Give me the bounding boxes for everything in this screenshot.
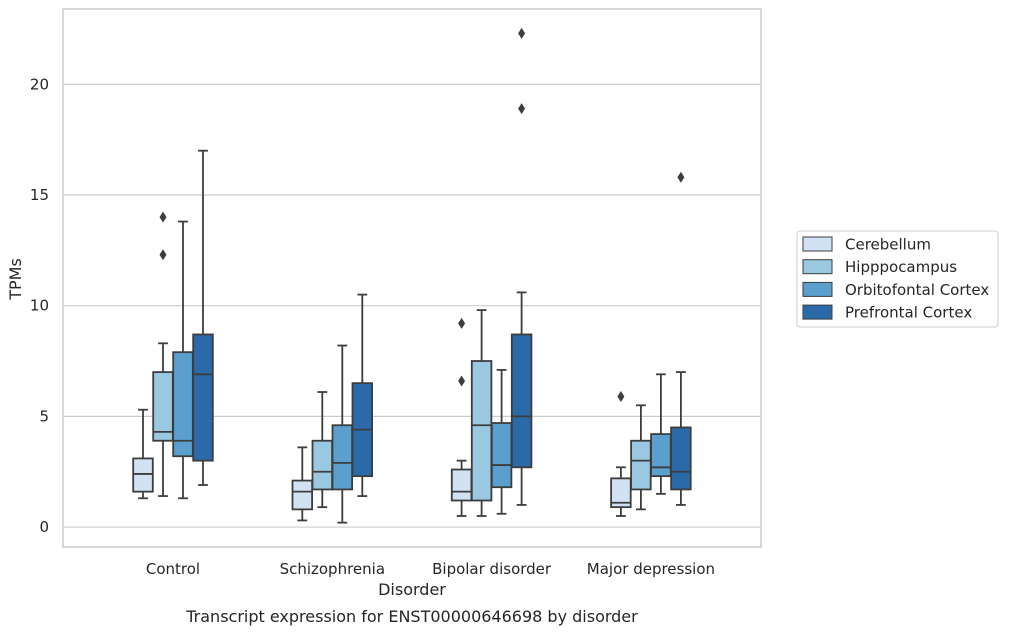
box-iqr (510, 333, 533, 469)
box-iqr (311, 439, 334, 491)
box-group (132, 408, 154, 500)
legend-label: Hipppocampus (845, 258, 957, 276)
y-tick-label: 20 (30, 75, 49, 93)
box-group (630, 404, 652, 511)
box-group (610, 390, 632, 517)
box-iqr (490, 422, 513, 489)
box-iqr (670, 426, 692, 491)
outlier-point (677, 171, 685, 183)
x-axis-label: Disorder (378, 580, 446, 599)
box-group (650, 373, 672, 495)
outlier-point (617, 390, 625, 402)
box-iqr (152, 371, 174, 442)
legend-swatch (802, 304, 833, 320)
y-tick-labels: 0 5 10 15 20 (30, 75, 49, 536)
legend-swatch (802, 259, 833, 275)
legend-swatch (802, 281, 833, 297)
boxes (132, 27, 692, 524)
box-group (351, 293, 374, 497)
box-iqr (132, 457, 154, 493)
box-group (311, 391, 334, 509)
x-tick-label: Control (146, 560, 200, 578)
box-group (470, 309, 493, 517)
box-iqr (630, 439, 652, 491)
legend-label: Prefrontal Cortex (845, 304, 972, 322)
y-tick-label: 15 (30, 186, 49, 204)
box-group (510, 27, 533, 506)
box-group (152, 211, 174, 497)
legend-frame (796, 230, 999, 328)
box-iqr (650, 433, 672, 478)
box-group (450, 317, 473, 517)
box-group (192, 149, 214, 486)
legend-label: Cerebellum (845, 236, 931, 254)
outlier-point (458, 375, 466, 387)
legend-swatch (802, 236, 833, 252)
box-group (172, 220, 194, 500)
y-axis-label: TPMs (6, 258, 25, 301)
box-iqr (610, 477, 632, 509)
outlier-point (159, 249, 167, 261)
y-tick-label: 10 (30, 297, 49, 315)
x-tick-labels: Control Schizophrenia Bipolar disorder Majo… (146, 560, 715, 578)
box-iqr (192, 333, 214, 462)
outlier-point (159, 211, 167, 223)
outlier-point (518, 27, 526, 39)
x-tick-label: Bipolar disorder (432, 560, 552, 578)
y-tick-label: 5 (39, 407, 49, 425)
chart-caption: Transcript expression for ENST0000064669… (185, 607, 638, 626)
box-iqr (291, 479, 314, 511)
legend: Cerebellum Hipppocampus Orbitofontal Corte… (796, 230, 999, 328)
box-iqr (470, 360, 493, 502)
outlier-point (518, 103, 526, 115)
outlier-point (458, 317, 466, 329)
box-iqr (331, 424, 354, 491)
plot-frame (62, 8, 762, 548)
box-group (490, 368, 513, 515)
box-group (331, 344, 354, 524)
x-tick-label: Schizophrenia (280, 560, 385, 578)
y-tick-label: 0 (39, 518, 49, 536)
box-iqr (450, 468, 473, 502)
box-group (291, 446, 314, 522)
legend-label: Orbitofontal Cortex (845, 281, 989, 299)
x-tick-label: Major depression (587, 560, 715, 578)
box-group (670, 171, 692, 506)
